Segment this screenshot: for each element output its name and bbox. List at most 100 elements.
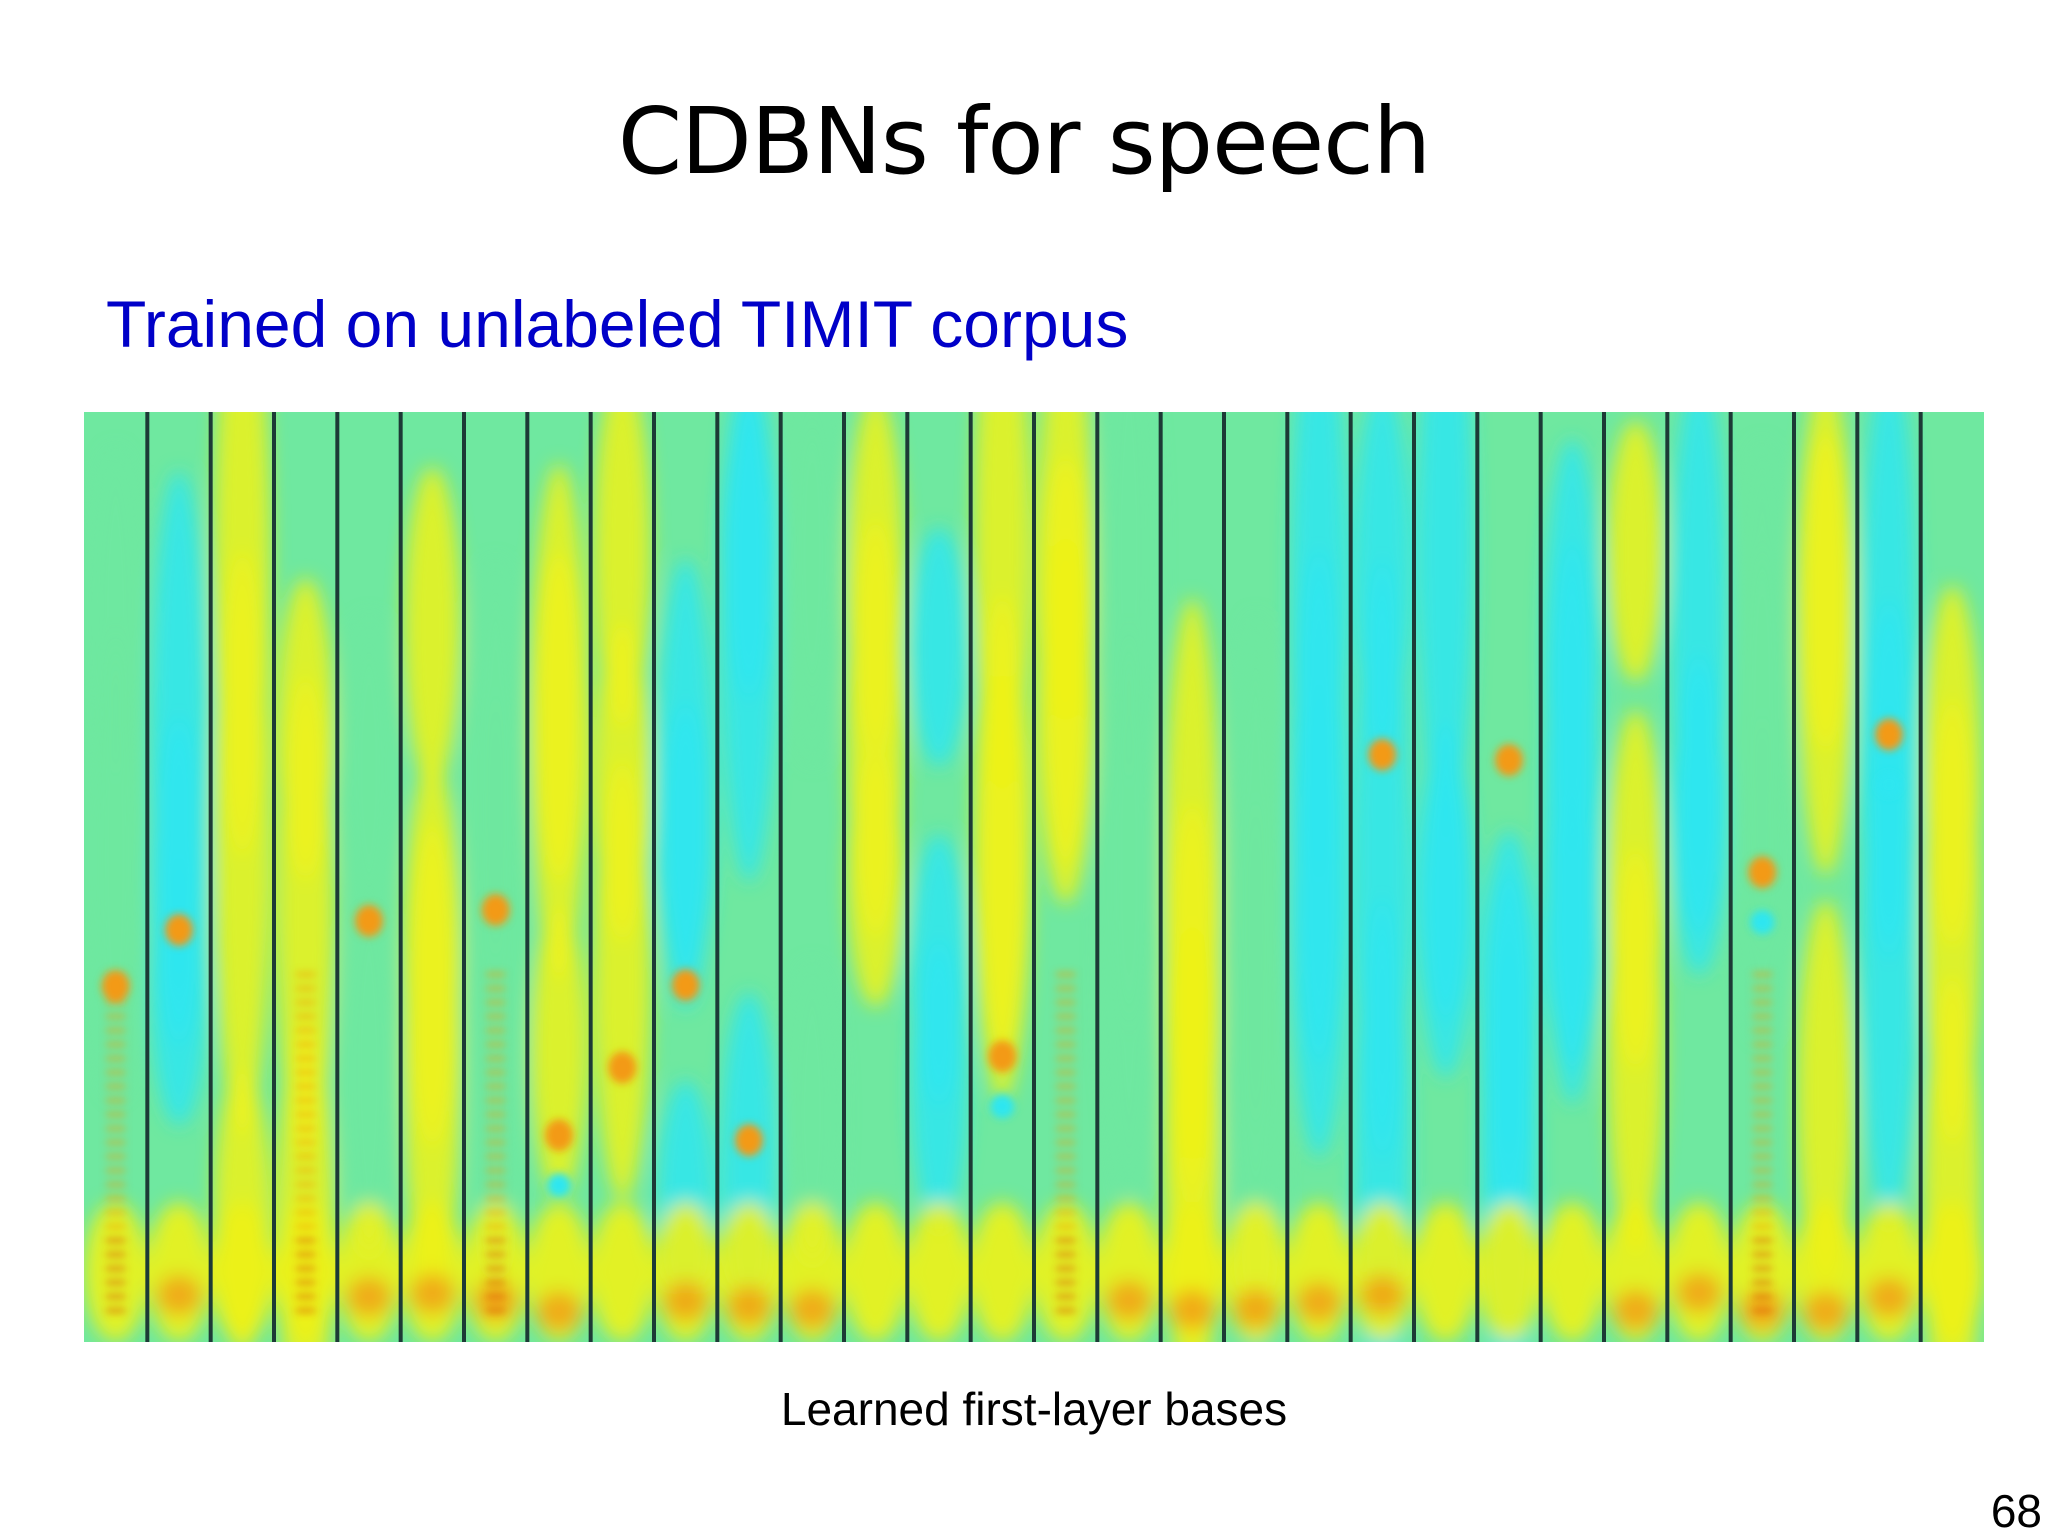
harmonic-stripe <box>106 1140 126 1145</box>
harmonic-stripe <box>1752 1224 1772 1229</box>
basis-region <box>84 1202 148 1342</box>
basis-region <box>1613 1290 1658 1331</box>
basis-separator <box>1918 412 1923 1342</box>
basis-separator <box>968 412 973 1342</box>
basis-separator <box>1665 412 1670 1342</box>
basis-separator <box>145 412 150 1342</box>
basis-region <box>467 560 525 959</box>
basis-hotspot <box>547 1173 571 1198</box>
basis-region <box>1607 848 1665 1254</box>
basis-region <box>1290 550 1348 1062</box>
basis-region <box>1797 899 1855 1289</box>
basis-region <box>530 908 588 1196</box>
harmonic-stripe <box>1056 1070 1076 1075</box>
basis-region <box>150 718 208 1044</box>
harmonic-stripe <box>1752 1266 1772 1271</box>
harmonic-stripe <box>486 1084 506 1089</box>
basis-region <box>213 550 271 1135</box>
basis-separator <box>1158 412 1163 1342</box>
basis-region <box>530 463 588 980</box>
harmonic-stripe <box>486 1252 506 1257</box>
basis-region <box>1923 699 1981 1144</box>
basis-region <box>473 1280 518 1321</box>
harmonic-stripe <box>106 1084 126 1089</box>
basis-region <box>726 1285 772 1326</box>
figure-caption: Learned first-layer bases <box>780 1383 1288 1435</box>
basis-hotspot <box>988 1040 1017 1073</box>
harmonic-stripe <box>106 1112 126 1117</box>
harmonic-stripe <box>486 1056 506 1061</box>
harmonic-stripe <box>296 1210 316 1215</box>
basis-region <box>340 889 398 1257</box>
harmonic-stripe <box>1752 1014 1772 1019</box>
basis-region <box>1797 412 1855 877</box>
basis-region <box>783 963 841 1264</box>
basis-region <box>403 825 461 1301</box>
harmonic-stripe <box>486 1126 506 1131</box>
harmonic-stripe <box>106 1224 126 1229</box>
basis-region <box>1097 1202 1161 1342</box>
harmonic-stripe <box>486 1168 506 1173</box>
basis-separator <box>1032 412 1036 1342</box>
harmonic-stripe <box>296 1224 316 1229</box>
basis-region <box>1670 412 1728 873</box>
basis-hotspot <box>1875 718 1903 751</box>
harmonic-stripe <box>1056 1056 1076 1061</box>
harmonic-stripe <box>296 972 316 977</box>
harmonic-stripe <box>106 1126 126 1131</box>
harmonic-stripe <box>296 1294 316 1299</box>
harmonic-stripe <box>106 1014 126 1019</box>
harmonic-stripe <box>486 1070 506 1075</box>
basis-separator <box>1602 412 1606 1342</box>
basis-separator <box>1412 412 1416 1342</box>
basis-region <box>536 1291 582 1332</box>
harmonic-stripe <box>106 1196 126 1201</box>
harmonic-stripe <box>1056 1238 1076 1243</box>
basis-region <box>1414 1202 1478 1342</box>
harmonic-stripe <box>1752 1252 1772 1257</box>
harmonic-stripe <box>1056 1210 1076 1215</box>
harmonic-stripe <box>1752 1112 1772 1117</box>
harmonic-stripe <box>486 1210 506 1215</box>
harmonic-stripe <box>1752 1238 1772 1243</box>
harmonic-stripe <box>1752 1210 1772 1215</box>
basis-region <box>1920 1202 1984 1342</box>
basis-region <box>410 1273 455 1314</box>
harmonic-stripe <box>296 1168 316 1173</box>
harmonic-stripe <box>486 1000 506 1005</box>
harmonic-stripe <box>486 1294 506 1299</box>
basis-separator <box>1285 412 1290 1342</box>
harmonic-stripe <box>486 1182 506 1187</box>
basis-region <box>1163 804 1221 1210</box>
basis-region <box>720 412 778 697</box>
harmonic-stripe <box>1056 1224 1076 1229</box>
harmonic-stripe <box>1752 972 1772 977</box>
harmonic-stripe <box>106 972 126 977</box>
harmonic-stripe <box>296 1126 316 1131</box>
basis-separator <box>525 412 530 1342</box>
harmonic-stripe <box>1056 1308 1076 1313</box>
basis-region <box>1170 1289 1215 1330</box>
harmonic-stripe <box>1056 1112 1076 1117</box>
basis-region <box>590 1202 654 1342</box>
harmonic-stripe <box>106 1154 126 1159</box>
basis-region <box>1350 1202 1415 1342</box>
harmonic-stripe <box>1752 1140 1772 1145</box>
harmonic-stripe <box>296 1098 316 1103</box>
basis-hotspot <box>1750 910 1775 935</box>
harmonic-stripe <box>106 1308 126 1313</box>
harmonic-stripe <box>1056 1168 1076 1173</box>
harmonic-stripe <box>296 1042 316 1047</box>
basis-separator <box>1538 412 1543 1342</box>
harmonic-stripe <box>106 1168 126 1173</box>
harmonic-stripe <box>106 1280 126 1285</box>
basis-separator <box>1855 412 1860 1342</box>
basis-region <box>210 1202 274 1342</box>
harmonic-stripe <box>296 1238 316 1243</box>
basis-region <box>910 833 968 1105</box>
harmonic-stripe <box>1752 1098 1772 1103</box>
basis-region <box>1866 1277 1912 1318</box>
basis-separator <box>1095 412 1100 1342</box>
harmonic-stripe <box>106 1210 126 1215</box>
